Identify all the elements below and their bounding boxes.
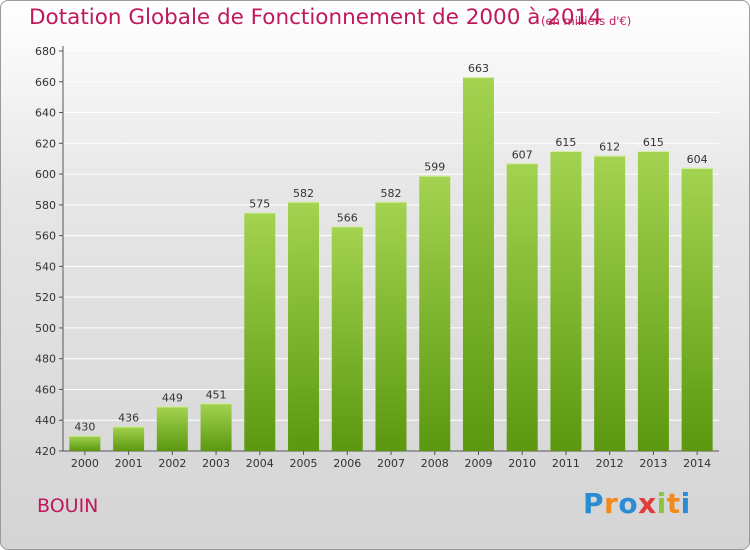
- logo-letter: r: [604, 487, 619, 520]
- x-tick-label: 2001: [115, 457, 143, 470]
- bar: [550, 151, 582, 451]
- chart-title: Dotation Globale de Fonctionnement de 20…: [29, 5, 602, 30]
- proxiti-logo: Proxiti: [583, 487, 691, 520]
- x-tick-label: 2013: [639, 457, 667, 470]
- value-label: 451: [206, 388, 227, 401]
- y-tick-labels: 420 440 460 480 500 520 540 560 580 600 620 640 660 6…: [35, 45, 56, 458]
- bars: [69, 77, 713, 452]
- y-tick-label: 580: [35, 199, 56, 212]
- y-tick-label: 620: [35, 137, 56, 150]
- value-label: 449: [162, 391, 183, 404]
- bar: [375, 201, 407, 451]
- y-tick-label: 480: [35, 353, 56, 366]
- value-label: 436: [118, 411, 139, 424]
- value-label: 582: [381, 187, 402, 200]
- y-tick-label: 420: [35, 445, 56, 458]
- x-tick-label: 2004: [246, 457, 274, 470]
- bar: [200, 403, 232, 451]
- x-tick-label: 2008: [421, 457, 449, 470]
- y-tick-label: 520: [35, 291, 56, 304]
- value-label: 615: [555, 136, 576, 149]
- value-label: 607: [512, 148, 533, 161]
- logo-letter: o: [618, 487, 639, 520]
- bar: [462, 77, 494, 452]
- logo-letter: P: [583, 487, 605, 520]
- value-label: 599: [424, 161, 445, 174]
- bar: [288, 201, 320, 451]
- bar: [419, 175, 451, 451]
- x-tick-label: 2005: [290, 457, 318, 470]
- y-tick-label: 440: [35, 414, 56, 427]
- x-tick-label: 2000: [71, 457, 99, 470]
- bar: [506, 163, 538, 452]
- value-label: 582: [293, 187, 314, 200]
- value-label: 566: [337, 211, 358, 224]
- logo-letter: x: [638, 487, 657, 520]
- logo-letter: i: [656, 487, 667, 520]
- logo-letter: t: [666, 487, 681, 520]
- y-tick-label: 460: [35, 383, 56, 396]
- x-tick-label: 2002: [158, 457, 186, 470]
- x-tick-label: 2009: [464, 457, 492, 470]
- x-tick-label: 2007: [377, 457, 405, 470]
- logo-letter: i: [680, 487, 691, 520]
- value-labels: 430 436 449 451 575 582 566 582 599 663 607 615 612 6…: [74, 62, 707, 433]
- bar: [113, 426, 145, 451]
- x-tick-label: 2003: [202, 457, 230, 470]
- value-label: 663: [468, 62, 489, 75]
- y-tick-label: 500: [35, 322, 56, 335]
- x-tick-label: 2011: [552, 457, 580, 470]
- y-tick-label: 540: [35, 260, 56, 273]
- x-tick-label: 2014: [683, 457, 711, 470]
- value-label: 615: [643, 136, 664, 149]
- value-label: 604: [687, 153, 708, 166]
- bar: [331, 226, 363, 451]
- value-label: 575: [249, 198, 270, 211]
- bar: [156, 406, 188, 451]
- y-tick-label: 600: [35, 168, 56, 181]
- x-tick-labels: 2000 2001 2002 2003 2004 2005 2006 2007 2008 2009…: [71, 457, 711, 470]
- x-tick-label: 2012: [596, 457, 624, 470]
- chart-subtitle: (en milliers d'€): [541, 14, 632, 28]
- y-tick-label: 640: [35, 107, 56, 120]
- bar: [681, 167, 713, 451]
- bar: [244, 212, 276, 451]
- bar: [69, 435, 101, 451]
- commune-name: BOUIN: [37, 495, 99, 517]
- x-tick-label: 2010: [508, 457, 536, 470]
- value-label: 612: [599, 141, 620, 154]
- bar: [637, 151, 669, 451]
- value-label: 430: [74, 421, 95, 434]
- bar: [594, 155, 626, 451]
- y-tick-label: 680: [35, 45, 56, 58]
- x-tick-label: 2006: [333, 457, 361, 470]
- y-tick-label: 660: [35, 76, 56, 89]
- y-tick-label: 560: [35, 230, 56, 243]
